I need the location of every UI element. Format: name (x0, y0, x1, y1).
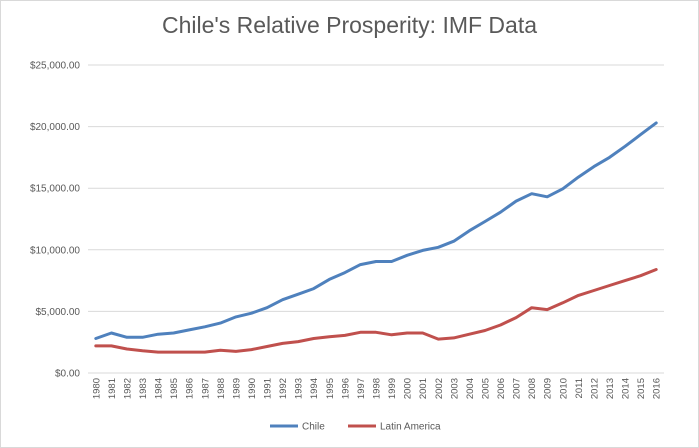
x-tick-label: 2002 (434, 378, 445, 399)
y-tick-label: $25,000.00 (30, 61, 80, 72)
x-tick-label: 2012 (589, 378, 600, 399)
x-tick-label: 2013 (605, 378, 616, 399)
legend-label: Latin America (380, 422, 441, 433)
x-tick-label: 1985 (169, 378, 180, 399)
x-tick-label: 1998 (372, 378, 383, 399)
x-tick-label: 1981 (107, 378, 118, 399)
x-tick-label: 2016 (652, 378, 663, 399)
series-lines (94, 121, 658, 354)
x-tick-label: 2011 (574, 378, 585, 398)
x-tick-label: 1993 (294, 378, 305, 399)
x-tick-label: 1999 (387, 378, 398, 399)
legend-label: Chile (302, 422, 325, 433)
y-axis-tick-labels: $0.00 $5,000.00 $10,000.00 $15,000.00 $20,00… (30, 61, 80, 380)
x-tick-label: 2006 (496, 378, 507, 399)
y-tick-label: $5,000.00 (36, 307, 81, 318)
legend: Chile Latin America (270, 422, 441, 433)
x-tick-label: 2009 (543, 378, 554, 399)
x-tick-label: 1987 (200, 378, 211, 399)
x-tick-label: 2014 (621, 378, 632, 399)
gridlines (88, 64, 664, 312)
y-tick-label: $15,000.00 (30, 184, 80, 195)
x-tick-label: 2015 (636, 378, 647, 399)
x-tick-label: 1994 (309, 378, 320, 399)
y-tick-label: $10,000.00 (30, 245, 80, 256)
x-tick-label: 1989 (231, 378, 242, 399)
x-tick-label: 1986 (185, 378, 196, 399)
series-line-chile (94, 121, 658, 340)
x-tick-label: 1992 (278, 378, 289, 399)
x-axis-tick-labels: 1980 1981 1982 1983 1984 1985 1986 1987 1988 1989… (91, 378, 662, 399)
x-tick-label: 1990 (247, 378, 258, 399)
y-tick-label: $0.00 (55, 369, 80, 380)
x-tick-label: 2000 (403, 378, 414, 399)
x-tick-label: 2008 (527, 378, 538, 399)
series-line-latin-america (94, 268, 658, 354)
x-tick-label: 2005 (480, 378, 491, 399)
y-tick-label: $20,000.00 (30, 122, 80, 133)
x-tick-label: 1982 (122, 378, 133, 399)
x-tick-label: 1980 (91, 378, 102, 399)
x-tick-label: 1984 (154, 378, 165, 399)
x-tick-label: 2001 (418, 378, 429, 399)
x-tick-label: 1997 (356, 378, 367, 399)
x-tick-label: 2003 (449, 378, 460, 399)
x-tick-label: 1996 (340, 378, 351, 399)
x-tick-label: 2007 (512, 378, 523, 399)
chart-title: Chile's Relative Prosperity: IMF Data (161, 12, 538, 38)
x-tick-label: 2004 (465, 378, 476, 399)
x-tick-label: 1991 (263, 378, 274, 399)
x-tick-label: 2010 (558, 378, 569, 399)
x-tick-label: 1995 (325, 378, 336, 399)
x-tick-label: 1983 (138, 378, 149, 399)
x-tick-label: 1988 (216, 378, 227, 399)
